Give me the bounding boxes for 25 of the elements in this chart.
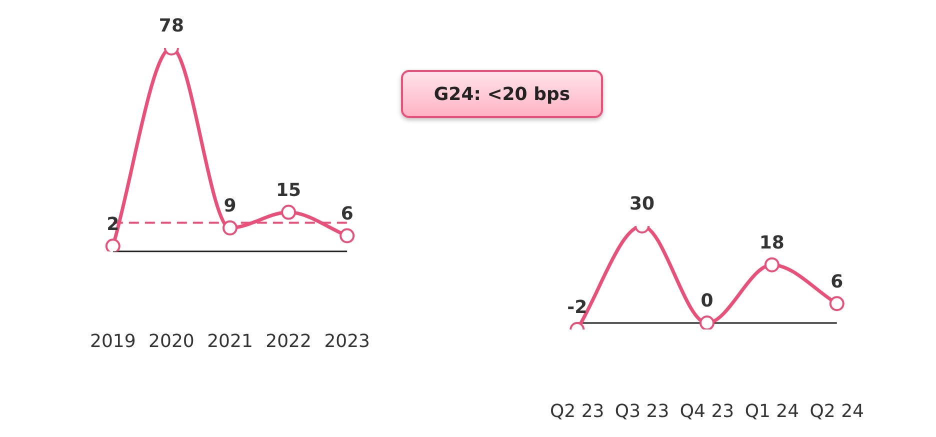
x-tick-label: 2020 [148, 330, 194, 352]
data-label: 78 [158, 16, 184, 37]
data-label: 0 [700, 290, 714, 312]
point [281, 204, 296, 220]
point [105, 238, 120, 252]
data-label: 2 [106, 214, 120, 235]
data-label: -2 [567, 297, 588, 318]
data-label: 30 [630, 194, 655, 215]
data-label: 9 [224, 196, 236, 217]
x-tick-label: Q2 24 [810, 400, 864, 422]
x-tick-label: Q1 24 [744, 400, 800, 422]
x-tick-label: 2022 [266, 330, 312, 352]
data-label: 15 [276, 180, 302, 201]
x-tick-label: 2019 [90, 330, 136, 352]
x-tick-label: Q2 23 [550, 400, 604, 422]
point [222, 220, 238, 236]
x-tick-label: 2023 [324, 330, 370, 352]
x-tick-label: 2021 [207, 330, 253, 352]
point [340, 228, 355, 244]
callout-box: G24: <20 bps [401, 70, 603, 118]
data-label: 18 [759, 232, 784, 254]
data-label: 6 [340, 203, 354, 224]
data-label: 6 [830, 271, 844, 292]
x-tick-label: Q4 23 [680, 400, 734, 422]
x-tick-label: Q3 23 [614, 400, 670, 422]
